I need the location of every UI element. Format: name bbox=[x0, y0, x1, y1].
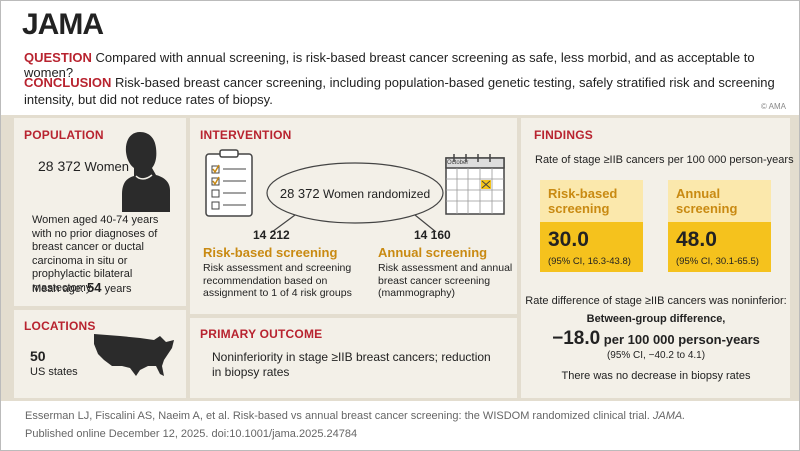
difference-heading: Rate difference of stage ≥IIB cancers wa… bbox=[525, 295, 787, 307]
group-rate: 48.0 bbox=[676, 228, 717, 251]
intervention-title: INTERVENTION bbox=[200, 128, 292, 142]
count-unit: Women bbox=[84, 159, 130, 174]
difference-ci: (95% CI, −40.2 to 4.1) bbox=[606, 350, 706, 361]
question: QUESTION Compared with annual screening,… bbox=[24, 50, 794, 80]
group-rate: 30.0 bbox=[548, 228, 589, 251]
population-panel bbox=[14, 118, 186, 306]
count: 28 372 bbox=[38, 158, 81, 174]
locations-count: 50 bbox=[30, 348, 46, 364]
biopsy: There was no decrease in biopsy rates bbox=[561, 370, 751, 382]
conclusion: CONCLUSION Risk-based breast cancer scre… bbox=[24, 74, 789, 108]
locations-title: LOCATIONS bbox=[24, 319, 96, 333]
mean-age-unit: years bbox=[104, 283, 132, 295]
population-title: POPULATION bbox=[24, 128, 104, 142]
us-map-icon bbox=[94, 334, 174, 376]
arm-name: Annual screening bbox=[378, 245, 488, 260]
mean-age-label: Mean age: bbox=[32, 283, 84, 295]
randomized: 28 372 Women randomized bbox=[267, 186, 443, 201]
difference-unit: per 100 000 person-years bbox=[603, 332, 760, 347]
calendar-month: October bbox=[447, 160, 469, 166]
group-ci: (95% CI, 16.3-43.8) bbox=[548, 256, 631, 267]
arm-name: Risk-based screening bbox=[203, 245, 338, 260]
copyright: © AMA bbox=[760, 102, 786, 111]
woman-icon bbox=[122, 132, 170, 212]
population-description: Women aged 40-74 years with no prior dia… bbox=[32, 214, 159, 294]
group-header-box bbox=[668, 180, 771, 222]
citation-journal: JAMA. bbox=[652, 410, 686, 422]
outcome-title: PRIMARY OUTCOME bbox=[200, 327, 323, 341]
outcome-text: Noninferiority in stage ≥IIB breast canc… bbox=[212, 350, 491, 379]
arm-n: 14 160 bbox=[414, 228, 451, 242]
rate-label: Rate of stage ≥IIB cancers per 100 000 p… bbox=[535, 154, 794, 166]
group-name: Annual screening bbox=[676, 186, 738, 216]
arm-description: Risk assessment and screening recommenda… bbox=[203, 262, 352, 299]
citation-text: Esserman LJ, Fiscalini AS, Naeim A, et a… bbox=[25, 410, 650, 422]
randomized-count: 28 372 bbox=[279, 186, 320, 201]
mean-age: Mean age: 54 years bbox=[32, 280, 131, 295]
group-value-box bbox=[540, 222, 643, 272]
difference: −18.0 per 100 000 person-years bbox=[522, 328, 790, 350]
arm-description: Risk assessment and annual breast cancer… bbox=[378, 262, 513, 299]
intervention-diagram bbox=[205, 149, 505, 232]
group-value-box bbox=[668, 222, 771, 272]
group-name: Risk-based screening bbox=[548, 186, 618, 216]
logo: JAMA bbox=[22, 8, 104, 41]
mean-age-value: 54 bbox=[87, 280, 102, 295]
findings-title: FINDINGS bbox=[534, 128, 593, 142]
population-count: 28 372 Women bbox=[38, 158, 129, 174]
conclusion-label: CONCLUSION bbox=[24, 75, 112, 90]
arm-n: 14 212 bbox=[253, 228, 290, 242]
randomized-label: Women randomized bbox=[322, 187, 431, 201]
question-text: Compared with annual screening, is risk-… bbox=[24, 50, 755, 80]
locations-label: US states bbox=[30, 366, 78, 378]
group-header-box bbox=[540, 180, 643, 222]
citation: Esserman LJ, Fiscalini AS, Naeim A, et a… bbox=[25, 410, 785, 422]
citation-published: Published online December 12, 2025. doi:… bbox=[25, 428, 358, 440]
difference-label: Between-group difference, bbox=[586, 313, 726, 325]
difference-value: −18.0 bbox=[552, 328, 601, 349]
outcome-panel bbox=[190, 318, 517, 398]
group-ci: (95% CI, 30.1-65.5) bbox=[676, 256, 759, 267]
question-label: QUESTION bbox=[24, 50, 92, 65]
conclusion-text: Risk-based breast cancer screening, incl… bbox=[24, 75, 775, 107]
